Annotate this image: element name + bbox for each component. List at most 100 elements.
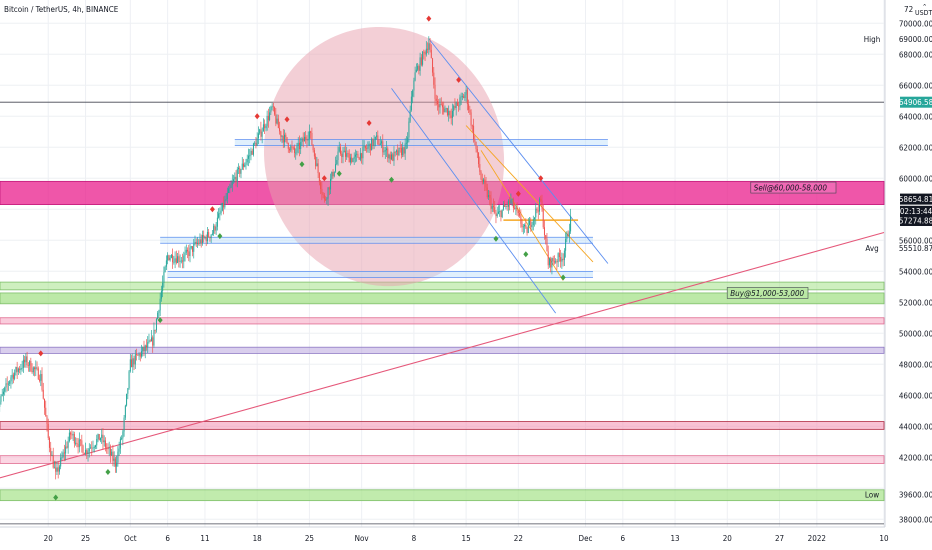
chevron-down-icon[interactable]: ⌃ bbox=[922, 3, 927, 11]
time-axis[interactable]: 13 20 25 Oct 6 11 18 25 Nov 8 15 22 Dec 6 13 20 27 2022 10 bbox=[0, 526, 889, 543]
candle-body bbox=[1, 394, 3, 396]
candle-body bbox=[148, 340, 150, 343]
candle-body bbox=[15, 367, 17, 373]
price-tick-label: 54000.00 bbox=[899, 267, 932, 276]
candle-body bbox=[438, 104, 440, 108]
candle-body bbox=[372, 138, 374, 146]
axis-marker-low: Low bbox=[865, 490, 879, 499]
candle-body bbox=[211, 233, 213, 235]
currency-label[interactable]: USDT bbox=[915, 9, 932, 17]
candle-body bbox=[87, 451, 89, 454]
candle-body bbox=[415, 69, 417, 73]
candle-body bbox=[205, 237, 207, 242]
candle-body bbox=[402, 147, 404, 156]
candle-body bbox=[106, 447, 108, 449]
candle-body bbox=[555, 261, 557, 263]
candle-body bbox=[136, 354, 138, 355]
candle-body bbox=[24, 359, 26, 363]
candle-body bbox=[400, 147, 402, 156]
axis-count-label[interactable]: 72 bbox=[904, 5, 913, 14]
candle-body bbox=[203, 234, 205, 238]
candle-body bbox=[337, 151, 339, 160]
candle-body bbox=[101, 434, 103, 439]
candle-body bbox=[97, 434, 99, 439]
candle-body bbox=[14, 372, 16, 379]
candle-body bbox=[470, 112, 472, 126]
candle-body bbox=[128, 371, 130, 389]
candle-body bbox=[221, 203, 223, 211]
candle-body bbox=[478, 152, 480, 165]
candle-body bbox=[223, 203, 225, 208]
candle-body bbox=[12, 374, 14, 379]
candle-body bbox=[504, 205, 506, 207]
candle-body bbox=[281, 136, 283, 137]
candle-body bbox=[92, 447, 94, 449]
blue-range-fill bbox=[160, 237, 593, 244]
orange-channel-line bbox=[465, 125, 594, 263]
candle-body bbox=[390, 154, 392, 160]
candle-body bbox=[368, 143, 370, 147]
candle-body bbox=[153, 329, 155, 346]
candle-body bbox=[349, 157, 351, 163]
candle-body bbox=[177, 256, 179, 263]
price-tick-label: 60000.00 bbox=[899, 174, 932, 183]
candle-body bbox=[41, 374, 43, 390]
candle-body bbox=[424, 52, 426, 55]
candle-body bbox=[277, 118, 279, 129]
candle-body bbox=[392, 154, 394, 161]
candle-body bbox=[395, 150, 397, 152]
candle-body bbox=[338, 147, 340, 152]
candle-body bbox=[31, 370, 33, 373]
candle-body bbox=[34, 367, 36, 370]
price-tick-label: 44000.00 bbox=[899, 422, 932, 431]
zone-buy bbox=[0, 292, 885, 305]
candle-body bbox=[491, 206, 493, 209]
candle-body bbox=[11, 374, 13, 378]
candle-body bbox=[496, 213, 498, 217]
candle-body bbox=[142, 346, 144, 352]
candle-body bbox=[541, 200, 543, 209]
candle-body bbox=[356, 153, 358, 155]
candle-body bbox=[81, 440, 83, 446]
candle-body bbox=[316, 163, 318, 167]
candle-body bbox=[185, 249, 187, 253]
candle-body bbox=[510, 199, 512, 204]
candle-body bbox=[271, 106, 273, 108]
chart-title: Bitcoin / TetherUS, 4h, BINANCE bbox=[4, 5, 119, 14]
descending-channel-line bbox=[391, 88, 557, 314]
candle-body bbox=[164, 266, 166, 273]
sell-zone-label: Sell@60,000-58,000 bbox=[754, 184, 828, 193]
candle-body bbox=[297, 142, 299, 147]
candle-body bbox=[425, 48, 427, 55]
candle-body bbox=[272, 106, 274, 108]
price-tick-label: 55510.87 bbox=[899, 244, 932, 253]
candle-body bbox=[435, 98, 437, 101]
candle-body bbox=[480, 171, 482, 180]
candle-body bbox=[328, 187, 330, 190]
candle-body bbox=[313, 150, 315, 157]
candle-body bbox=[538, 198, 540, 212]
candle-body bbox=[82, 445, 84, 454]
candle-body bbox=[254, 142, 256, 144]
candle-body bbox=[393, 151, 395, 161]
candle-body bbox=[412, 90, 414, 97]
candle-body bbox=[468, 104, 470, 110]
candle-body bbox=[389, 154, 391, 160]
candle-body bbox=[219, 213, 221, 214]
candle-body bbox=[30, 360, 32, 371]
price-axis[interactable]: High Avg Low 38000.00 39600.00 42000.00 44000.… bbox=[864, 0, 932, 527]
candle-body bbox=[530, 220, 532, 228]
candle-body bbox=[449, 110, 451, 116]
candle-body bbox=[486, 187, 488, 198]
candle-body bbox=[163, 272, 165, 283]
candle-body bbox=[242, 163, 244, 167]
candle-body bbox=[260, 129, 262, 137]
candle-body bbox=[376, 135, 378, 137]
candle-body bbox=[540, 198, 542, 201]
candle-body bbox=[154, 329, 156, 331]
candle-body bbox=[519, 212, 521, 216]
candle-body bbox=[537, 210, 539, 212]
axis-controls[interactable]: 72 USDT ⌃ bbox=[904, 3, 932, 17]
candle-body bbox=[73, 434, 75, 444]
